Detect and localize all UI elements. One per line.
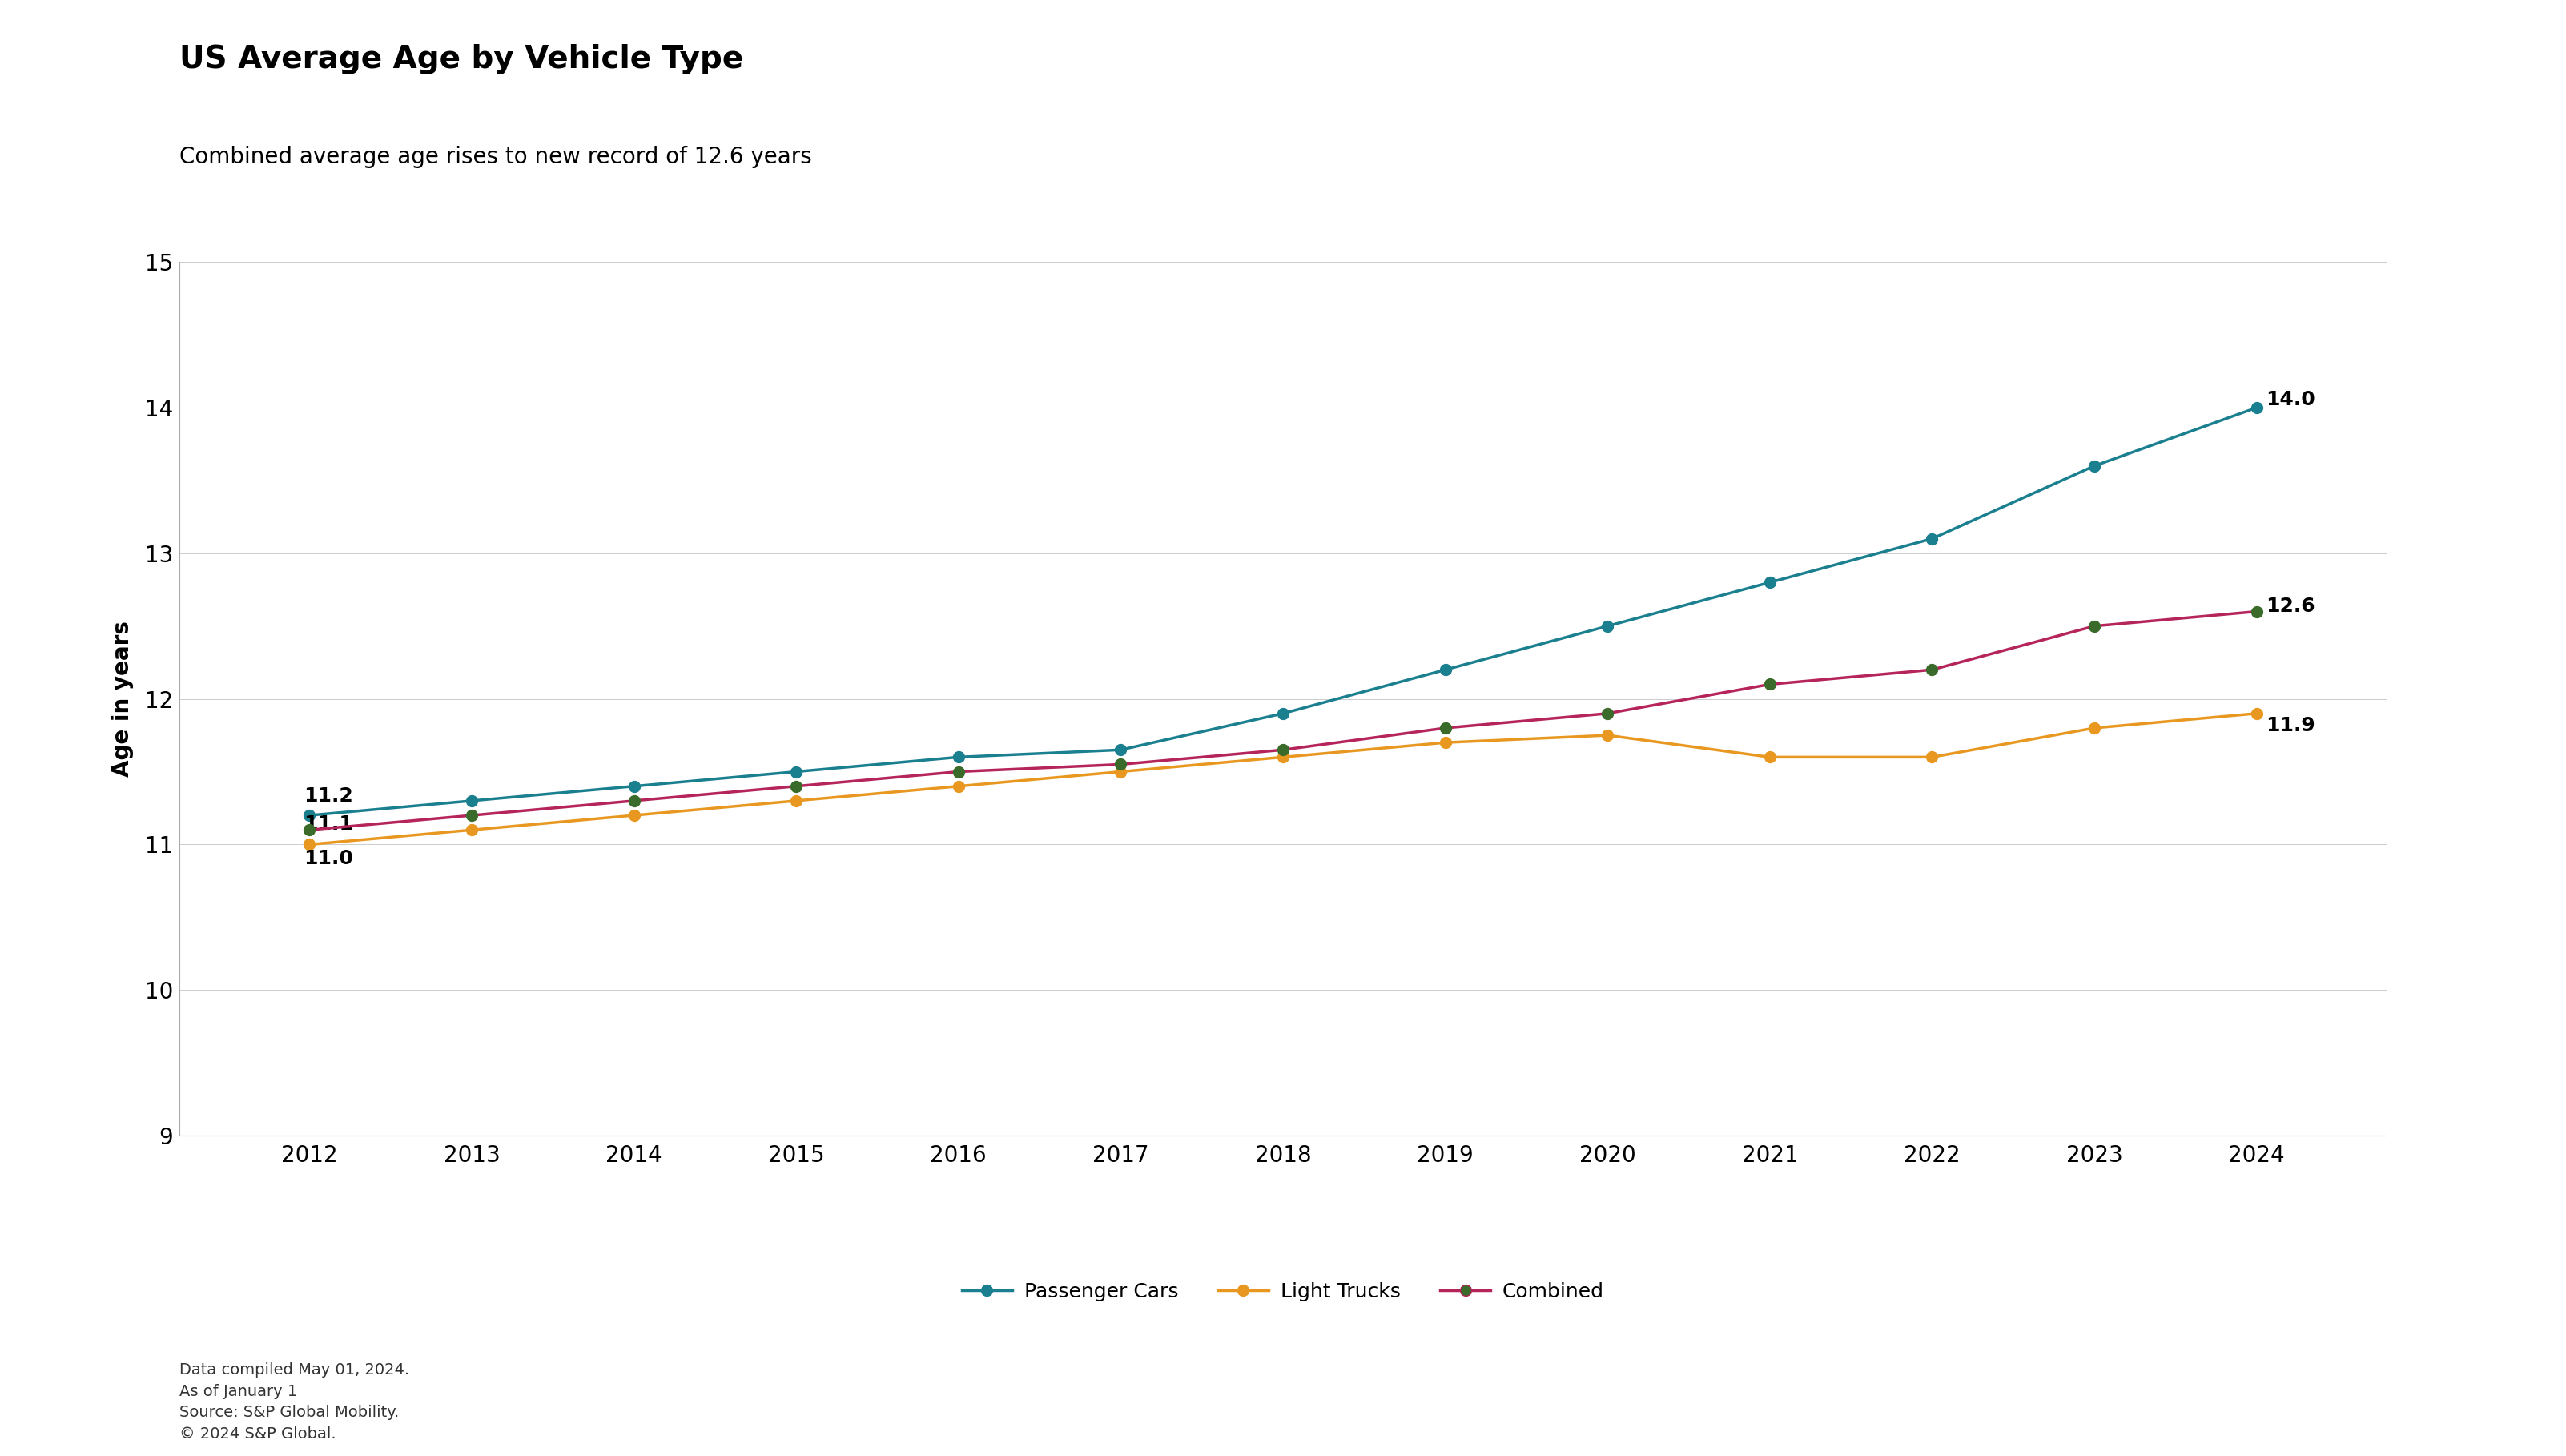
Text: 12.6: 12.6 xyxy=(2266,597,2315,616)
Text: Data compiled May 01, 2024.
As of January 1
Source: S&P Global Mobility.
© 2024 : Data compiled May 01, 2024. As of Januar… xyxy=(180,1363,411,1441)
Text: 11.9: 11.9 xyxy=(2266,716,2315,735)
Text: 11.1: 11.1 xyxy=(303,815,354,834)
Y-axis label: Age in years: Age in years xyxy=(110,620,133,778)
Text: 14.0: 14.0 xyxy=(2266,390,2315,409)
Text: 11.2: 11.2 xyxy=(303,786,354,807)
Text: US Average Age by Vehicle Type: US Average Age by Vehicle Type xyxy=(180,44,744,74)
Text: Combined average age rises to new record of 12.6 years: Combined average age rises to new record… xyxy=(180,146,811,167)
Legend: Passenger Cars, Light Trucks, Combined: Passenger Cars, Light Trucks, Combined xyxy=(955,1274,1611,1309)
Text: 11.0: 11.0 xyxy=(303,849,354,869)
